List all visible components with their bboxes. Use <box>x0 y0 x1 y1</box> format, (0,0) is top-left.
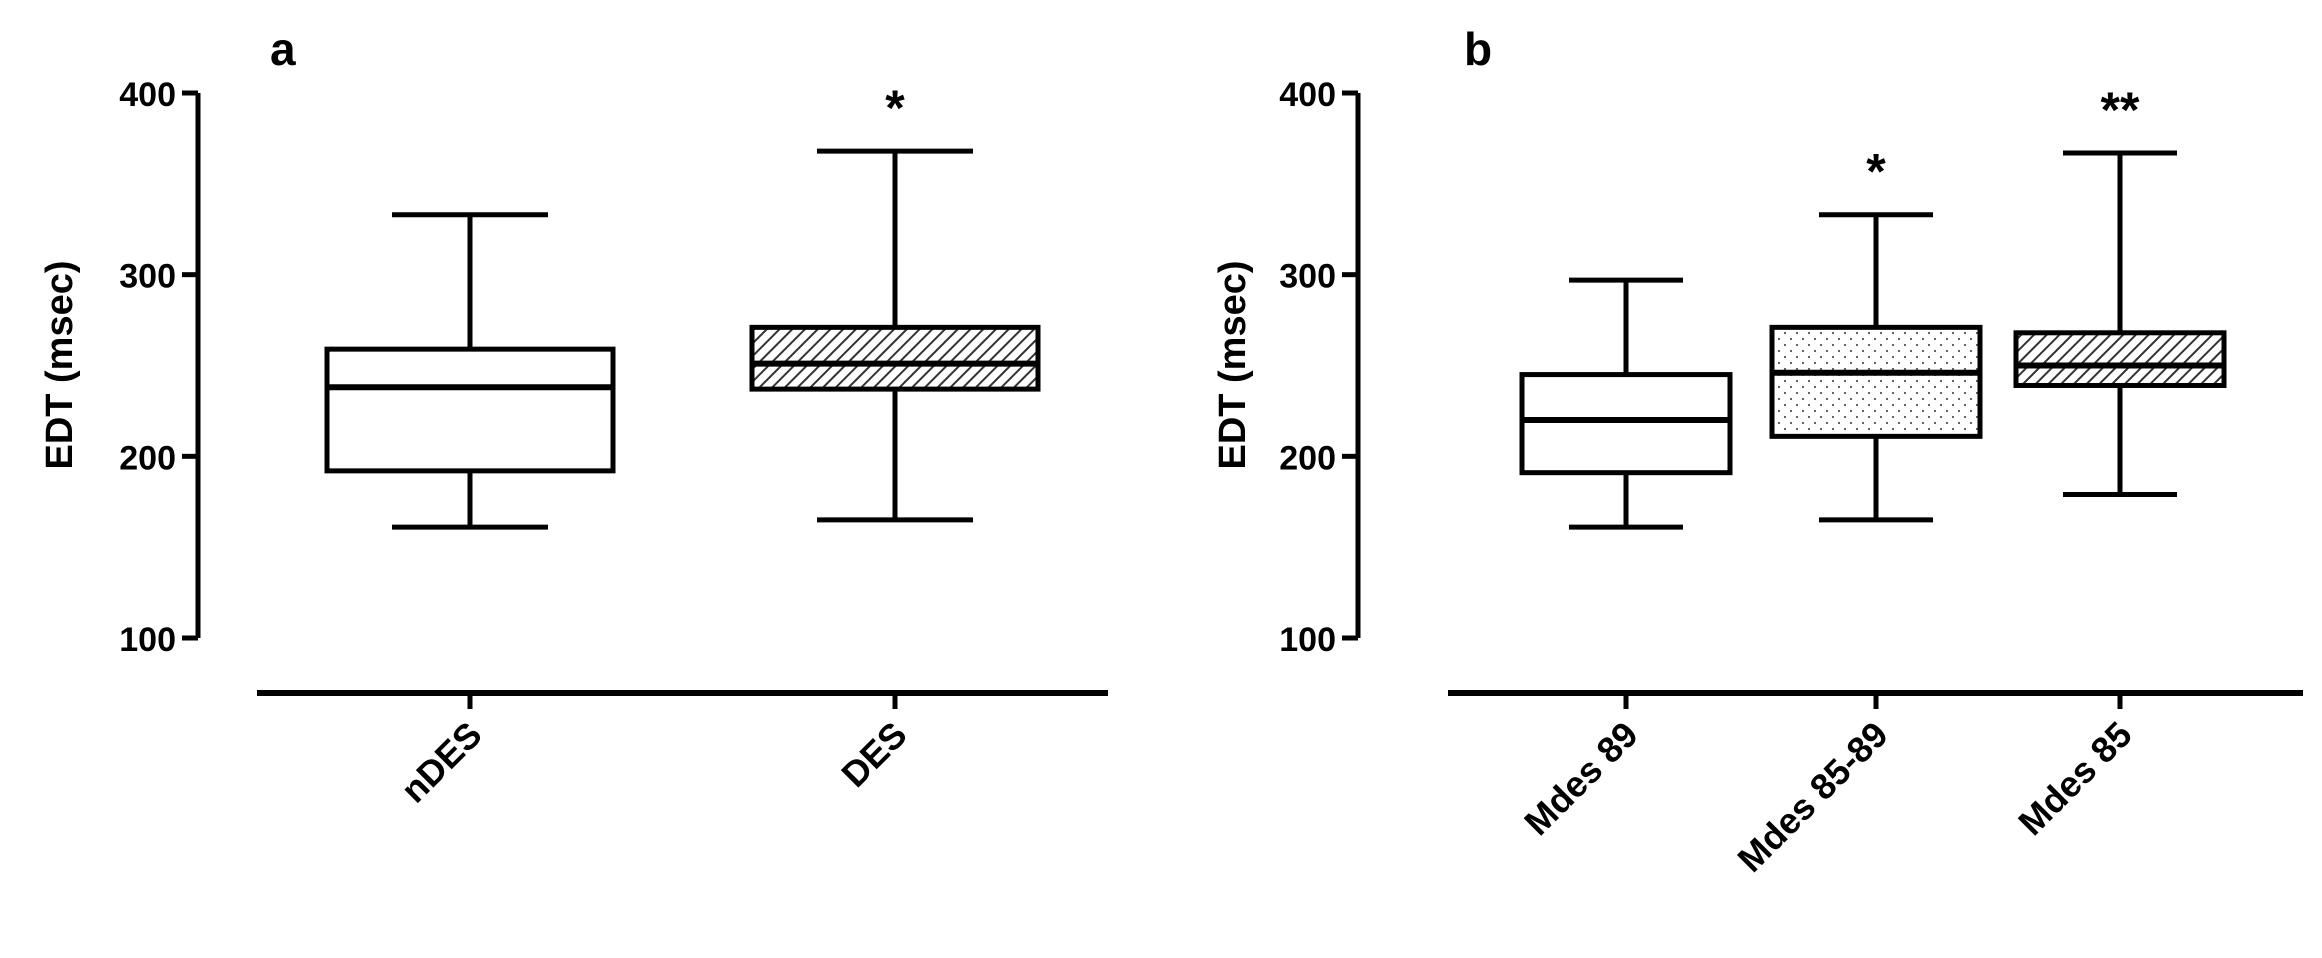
box-iqr <box>2013 330 2227 388</box>
panel-label: a <box>270 23 296 75</box>
x-tick-label: Mdes 85 <box>2010 714 2139 843</box>
significance-marker: ** <box>2101 82 2140 138</box>
panel-label: b <box>1464 23 1492 75</box>
box-mdes-85: ** Mdes 85 <box>2010 82 2227 843</box>
panel-a: a 100 200 300 400 EDT (msec) nDES * DES <box>39 23 1108 811</box>
y-tick-label: 100 <box>1279 621 1336 659</box>
x-tick-label: nDES <box>393 714 490 811</box>
x-tick-label: DES <box>833 714 914 795</box>
y-tick-label: 200 <box>1279 439 1336 477</box>
significance-marker: * <box>1866 144 1886 200</box>
y-axis-label: EDT (msec) <box>39 260 81 469</box>
box-iqr <box>324 346 616 474</box>
box-iqr <box>1769 324 1983 439</box>
box-des: * DES <box>749 80 1041 795</box>
y-tick-label: 100 <box>119 621 176 659</box>
box-iqr <box>749 324 1041 392</box>
box-iqr <box>1519 372 1733 476</box>
y-tick-label: 300 <box>119 258 176 296</box>
significance-marker: * <box>885 80 905 136</box>
y-tick-label: 400 <box>119 76 176 114</box>
box-mdes-89: Mdes 89 <box>1516 277 1733 843</box>
box-ndes: nDES <box>324 212 616 811</box>
y-tick-label: 200 <box>119 439 176 477</box>
panel-b: b 100 200 300 400 EDT (msec) Mdes 89 * Mdes 85-8… <box>1212 23 2303 880</box>
y-tick-label: 400 <box>1279 76 1336 114</box>
box-mdes-85-89: * Mdes 85-89 <box>1729 144 1983 880</box>
y-tick-label: 300 <box>1279 258 1336 296</box>
x-tick-label: Mdes 89 <box>1516 714 1645 843</box>
y-axis-label: EDT (msec) <box>1212 260 1254 469</box>
x-tick-label: Mdes 85-89 <box>1729 714 1895 880</box>
